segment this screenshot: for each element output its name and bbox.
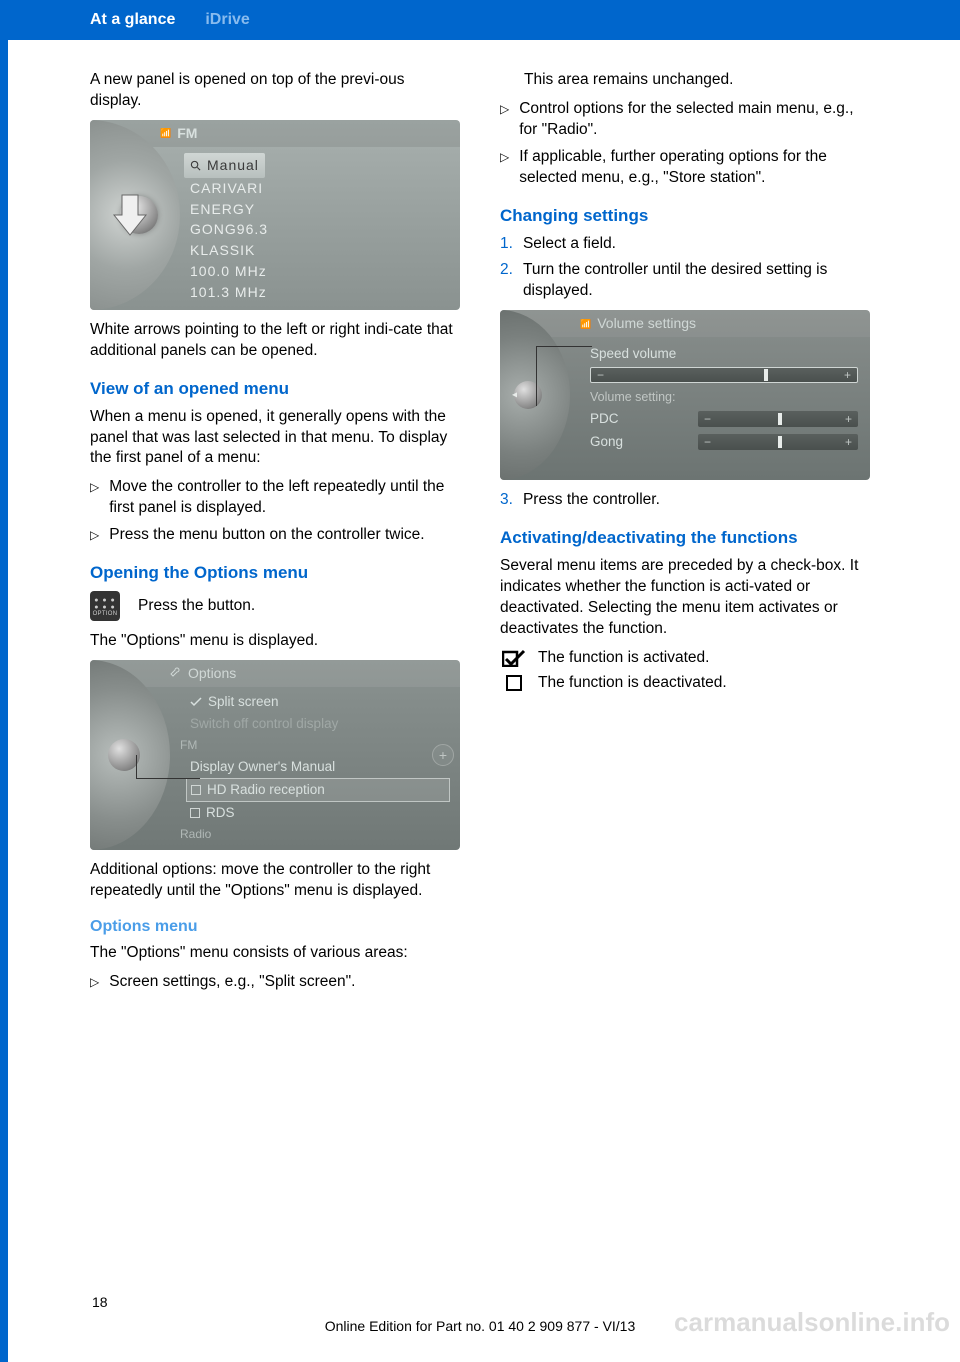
fm-station: CARIVARI [190,178,450,199]
activated-label: The function is activated. [538,648,709,669]
bullet-text: Screen settings, e.g., "Split screen". [109,972,460,993]
bullet-text: If applicable, further operating options… [519,147,870,189]
opt-item: Display Owner's Manual [190,758,335,776]
vol-slider: −+ [590,367,858,383]
opt-item: RDS [206,804,235,822]
opt-item: HD Radio reception [207,781,325,799]
checked-symbol-icon [500,649,528,667]
checkbox-icon [191,785,201,795]
opt-item: Split screen [208,693,279,711]
vol-row-label: Speed volume [590,345,690,363]
step-number: 1. [500,234,513,255]
option-button-icon: ● ● ●● ● ● OPTION [90,591,120,621]
search-icon [190,160,201,171]
heading-options-menu: Options menu [90,916,460,938]
step-number: 3. [500,490,513,511]
vol-slider: −+ [698,434,858,450]
paragraph: The "Options" menu is displayed. [90,631,460,652]
fm-manual-label: Manual [207,156,259,175]
opt-item: Switch off control display [190,715,338,733]
down-arrow-icon [112,193,148,237]
step-text: Turn the controller until the desired se… [523,260,870,302]
bullet-list: ▷Move the controller to the left repeate… [90,477,460,546]
opt-section: FM [180,735,450,755]
checkbox-icon [190,808,200,818]
volume-screenshot: 📶 Volume settings Speed volume −+ Volume… [500,310,870,480]
vol-slider: −+ [698,411,858,427]
options-header-label: Options [188,664,236,683]
vol-header-label: Volume settings [597,314,696,333]
heading-view-opened-menu: View of an opened menu [90,378,460,401]
left-column: A new panel is opened on top of the prev… [90,70,460,999]
header-tab-at-a-glance: At a glance [90,11,175,29]
paragraph: The "Options" menu consists of various a… [90,943,460,964]
antenna-icon: 📶 [160,127,171,139]
side-stripe [0,40,8,1362]
plus-icon: + [432,744,454,766]
antenna-icon: 📶 [580,318,591,330]
bullet-marker: ▷ [90,972,99,993]
wrench-icon [170,667,182,679]
bullet-text: Move the controller to the left repeated… [109,477,460,519]
bullet-marker: ▷ [500,147,509,189]
bullet-marker: ▷ [500,99,509,141]
heading-changing-settings: Changing settings [500,205,870,228]
step-text: Select a field. [523,234,870,255]
paragraph: White arrows pointing to the left or rig… [90,320,460,362]
bullet-text: Press the menu button on the controller … [109,525,460,546]
step-number: 2. [500,260,513,302]
fm-header-label: FM [177,124,197,143]
page-number: 18 [92,1294,108,1310]
deactivated-label: The function is deactivated. [538,673,727,694]
vol-row-label: Gong [590,433,690,451]
check-icon [190,697,202,707]
vol-row-label: PDC [590,410,690,428]
header-tab-idrive: iDrive [205,11,249,29]
fm-screenshot: 📶 FM Manual CARIVARI ENERGY GONG96.3 KLA… [90,120,460,310]
paragraph: This area remains unchanged. [500,70,870,91]
page-header: At a glance iDrive [0,0,960,40]
bullet-marker: ▷ [90,525,99,546]
numbered-list: 1. Select a field. 2.Turn the controller … [500,234,870,303]
bullet-text: Control options for the selected main me… [519,99,870,141]
right-column: This area remains unchanged. ▷Control op… [500,70,870,999]
paragraph: Several menu items are preceded by a che… [500,556,870,640]
heading-opening-options: Opening the Options menu [90,562,460,585]
option-button-label: Press the button. [138,596,255,617]
bullet-list: ▷Control options for the selected main m… [500,99,870,189]
options-screenshot: + Options Split screen Switch off contro… [90,660,460,850]
fm-station: GONG96.3 [190,219,450,240]
vol-subhead: Volume setting: [590,385,858,408]
fm-station: 101.3 MHz [190,282,450,303]
fm-station: KLASSIK [190,240,450,261]
paragraph: When a menu is opened, it generally open… [90,407,460,470]
fm-station: 100.0 MHz [190,261,450,282]
heading-activating-deactivating: Activating/deactivating the functions [500,527,870,550]
paragraph: Additional options: move the controller … [90,860,460,902]
step-text: Press the controller. [523,490,870,511]
bullet-marker: ▷ [90,477,99,519]
numbered-list: 3. Press the controller. [500,490,870,511]
opt-section: Radio [180,824,450,844]
bullet-list: ▷ Screen settings, e.g., "Split screen". [90,972,460,993]
unchecked-symbol-icon [500,675,528,691]
paragraph: A new panel is opened on top of the prev… [90,70,460,112]
watermark: carmanualsonline.info [674,1307,950,1338]
fm-station: ENERGY [190,199,450,220]
